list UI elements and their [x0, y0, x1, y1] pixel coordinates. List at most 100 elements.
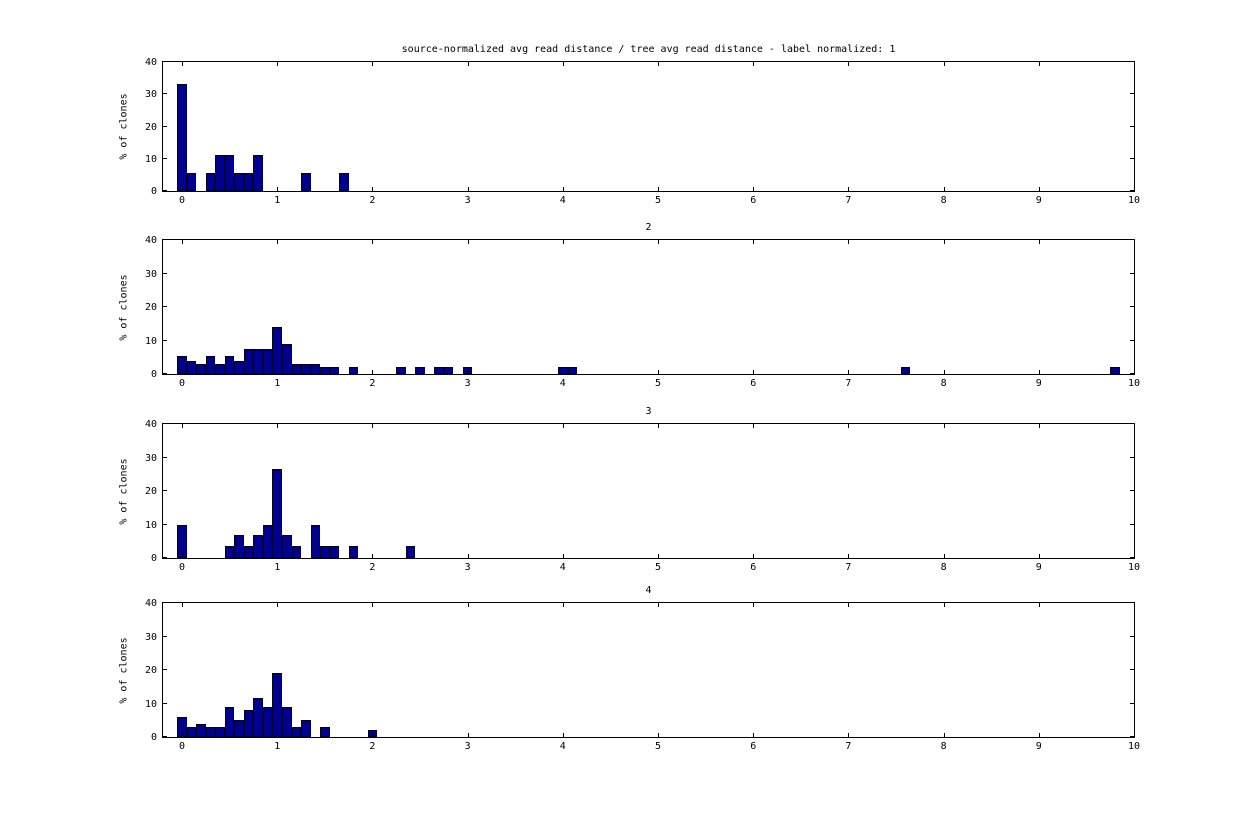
y-tick-mark — [163, 272, 167, 274]
histogram-bar — [186, 726, 197, 737]
y-tick-mark — [163, 93, 167, 95]
histogram-bar — [253, 698, 263, 737]
x-tick-label: 1 — [274, 378, 281, 389]
y-tick-mark — [163, 635, 167, 637]
x-tick-label: 2 — [369, 562, 376, 573]
x-tick-mark — [848, 603, 850, 607]
x-tick-mark — [277, 603, 279, 607]
x-tick-label: 3 — [464, 378, 471, 389]
x-tick-mark — [943, 370, 945, 374]
y-tick-mark — [163, 157, 167, 159]
y-tick-label: 30 — [144, 268, 157, 280]
x-tick-mark — [562, 424, 564, 428]
x-tick-mark — [753, 424, 755, 428]
x-tick-label: 4 — [559, 195, 566, 206]
x-tick-mark — [1038, 733, 1040, 737]
x-tick-label: 9 — [1035, 378, 1042, 389]
x-tick-label: 5 — [655, 195, 662, 206]
y-tick-mark — [1130, 339, 1134, 341]
y-tick-label: 20 — [144, 302, 157, 313]
histogram-bar — [234, 360, 244, 374]
x-tick-mark — [753, 240, 755, 244]
histogram-bar — [196, 363, 206, 374]
subplot-2: 2 % of clones 0 1 2 3 4 5 6 7 8 9 10 0 10 20 30 40 — [119, 222, 1141, 389]
x-tick-label: 7 — [845, 562, 852, 573]
histogram-bar — [443, 367, 454, 374]
x-tick-label: 7 — [845, 195, 852, 206]
y-tick-mark — [163, 373, 167, 374]
x-tick-mark — [658, 370, 660, 374]
histogram-bar — [567, 367, 578, 374]
histogram-bar — [291, 726, 302, 737]
x-tick-mark — [753, 603, 755, 607]
x-tick-mark — [372, 187, 374, 191]
x-tick-mark — [1134, 62, 1135, 66]
x-tick-label: 10 — [1127, 741, 1141, 752]
histogram-bar — [396, 367, 406, 374]
x-tick-mark — [562, 733, 564, 737]
histogram-bar — [348, 546, 359, 558]
y-tick-mark — [1130, 669, 1134, 670]
y-tick-label: 30 — [144, 89, 157, 101]
histogram-bar — [291, 363, 302, 374]
x-tick-mark — [848, 187, 850, 191]
histogram-bar — [367, 730, 378, 737]
histogram-bar — [900, 367, 911, 374]
histogram-bar — [281, 343, 292, 374]
y-tick-mark — [1130, 423, 1134, 424]
x-tick-label: 4 — [559, 562, 566, 573]
y-tick-mark — [163, 306, 167, 307]
x-tick-label: 2 — [369, 378, 376, 389]
subplot-2-title: 2 — [645, 222, 652, 233]
subplot-4: 4 % of clones 0 1 2 3 4 5 6 7 8 9 10 0 10 20 30 40 — [119, 585, 1141, 752]
y-tick-label: 40 — [144, 419, 157, 430]
y-tick-mark — [1130, 635, 1134, 637]
x-tick-label: 1 — [274, 741, 281, 752]
x-tick-mark — [372, 240, 374, 244]
histogram-bar — [253, 348, 263, 374]
x-tick-mark — [372, 370, 374, 374]
histogram-bar — [329, 367, 340, 374]
y-tick-mark — [1130, 239, 1134, 240]
y-tick-mark — [1130, 557, 1134, 558]
histogram-bar — [348, 367, 359, 374]
y-tick-mark — [1130, 93, 1134, 95]
y-tick-label: 30 — [144, 452, 157, 464]
x-tick-label: 10 — [1127, 378, 1141, 389]
x-tick-mark — [562, 62, 564, 66]
histogram-bar — [320, 367, 330, 374]
x-tick-mark — [848, 370, 850, 374]
x-tick-mark — [658, 424, 660, 428]
y-tick-label: 20 — [144, 665, 157, 676]
x-tick-mark — [1038, 240, 1040, 244]
histogram-bar — [186, 360, 197, 374]
x-tick-mark — [467, 733, 469, 737]
x-tick-mark — [182, 187, 184, 191]
histogram-bar — [434, 367, 444, 374]
histogram-bar — [234, 720, 244, 737]
x-tick-label: 8 — [940, 562, 947, 573]
x-tick-mark — [943, 62, 945, 66]
x-tick-mark — [943, 733, 945, 737]
histogram-bar — [234, 534, 244, 558]
x-tick-mark — [182, 240, 184, 244]
x-tick-mark — [753, 733, 755, 737]
histogram-bar — [186, 172, 197, 191]
x-tick-mark — [848, 733, 850, 737]
y-tick-mark — [163, 490, 167, 491]
x-tick-label: 4 — [559, 378, 566, 389]
x-tick-label: 5 — [655, 741, 662, 752]
histogram-bar — [205, 726, 216, 737]
histogram-bar — [177, 716, 187, 737]
histogram-bar — [215, 363, 225, 374]
x-tick-mark — [848, 424, 850, 428]
subplot-3: 3 % of clones 0 1 2 3 4 5 6 7 8 9 10 0 10 20 30 40 — [119, 406, 1141, 573]
histogram-bar — [177, 83, 187, 191]
y-tick-mark — [1130, 602, 1134, 603]
x-tick-mark — [1038, 603, 1040, 607]
histogram-bar — [253, 534, 263, 558]
y-tick-mark — [163, 523, 167, 525]
histogram-bar — [243, 710, 254, 737]
y-tick-label: 30 — [144, 631, 157, 643]
